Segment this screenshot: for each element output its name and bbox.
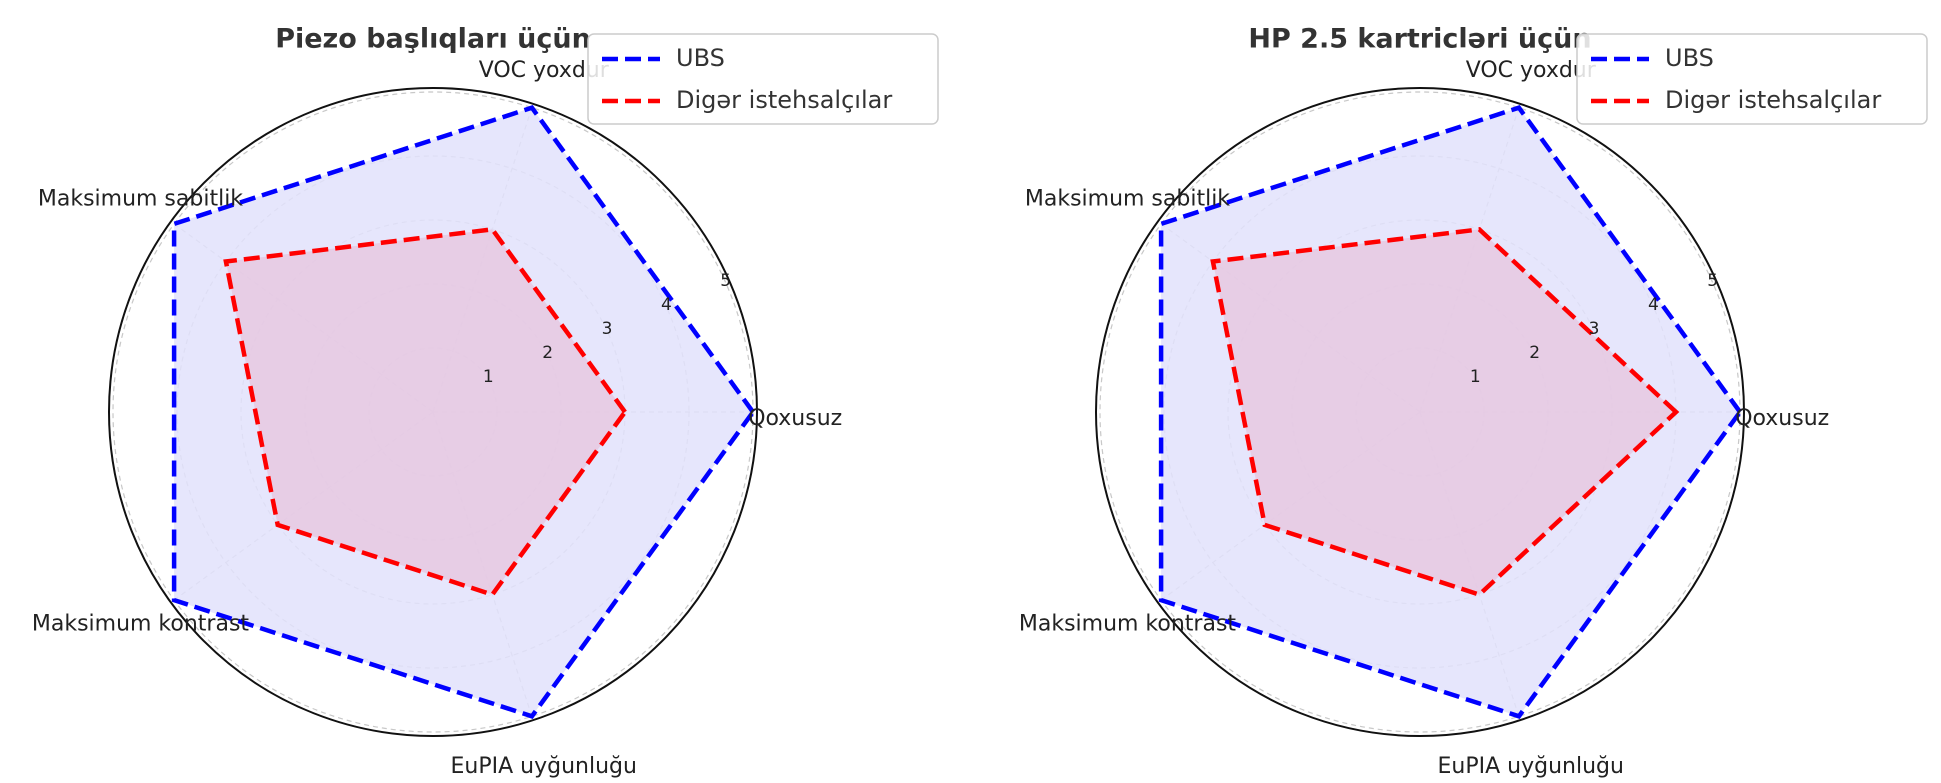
axis-label: Qoxusuz	[748, 406, 842, 431]
legend-label: UBS	[1665, 44, 1714, 72]
radial-tick-label: 2	[542, 343, 553, 363]
radial-tick-label: 5	[1707, 271, 1718, 291]
legend-box	[1576, 33, 1928, 125]
series-line-other	[223, 227, 628, 598]
series-area-other	[225, 229, 625, 595]
series-line-other	[1210, 227, 1680, 598]
polar-frame	[108, 87, 758, 737]
axis-label: EuPIA uyğunluğu	[1438, 754, 1624, 779]
series-line-ubs	[171, 105, 756, 719]
radial-tick-label: 4	[661, 295, 672, 315]
radial-tick-label: 3	[1589, 319, 1600, 339]
polar-frame	[1095, 87, 1745, 737]
axis-label: Maksimum sabitlik	[38, 186, 243, 211]
axis-label: Qoxusuz	[1735, 406, 1829, 431]
legend-box	[587, 33, 939, 125]
radial-tick-label: 4	[1648, 295, 1659, 315]
series-line-ubs	[1158, 105, 1743, 719]
chart-title: HP 2.5 kartricləri üçün	[1248, 24, 1591, 55]
axis-label: EuPIA uyğunluğu	[451, 754, 637, 779]
radial-tick-label: 5	[720, 271, 731, 291]
legend: UBS Digər istehsalçılar	[587, 33, 939, 125]
axis-label: Maksimum kontrast	[1019, 612, 1237, 637]
legend-label: UBS	[676, 44, 725, 72]
radar-chart-2: 1 2 3 4 5 Qoxusuz VOC yoxdur Maksimum sabitlik M…	[1019, 24, 1928, 779]
legend-label: Digər istehsalçılar	[1665, 86, 1881, 114]
axis-label: Maksimum sabitlik	[1025, 186, 1230, 211]
legend: UBS Digər istehsalçılar	[1576, 33, 1928, 125]
chart-title: Piezo başlıqları üçün	[275, 24, 591, 55]
axis-label: VOC yoxdur	[1466, 58, 1597, 83]
radial-tick-label: 1	[483, 367, 494, 387]
legend-label: Digər istehsalçılar	[676, 86, 892, 114]
radial-tick-label: 1	[1470, 367, 1481, 387]
series-area-other	[1212, 229, 1676, 595]
radial-tick-label: 3	[602, 319, 613, 339]
radial-tick-label: 2	[1529, 343, 1540, 363]
axis-label: Maksimum kontrast	[32, 612, 250, 637]
